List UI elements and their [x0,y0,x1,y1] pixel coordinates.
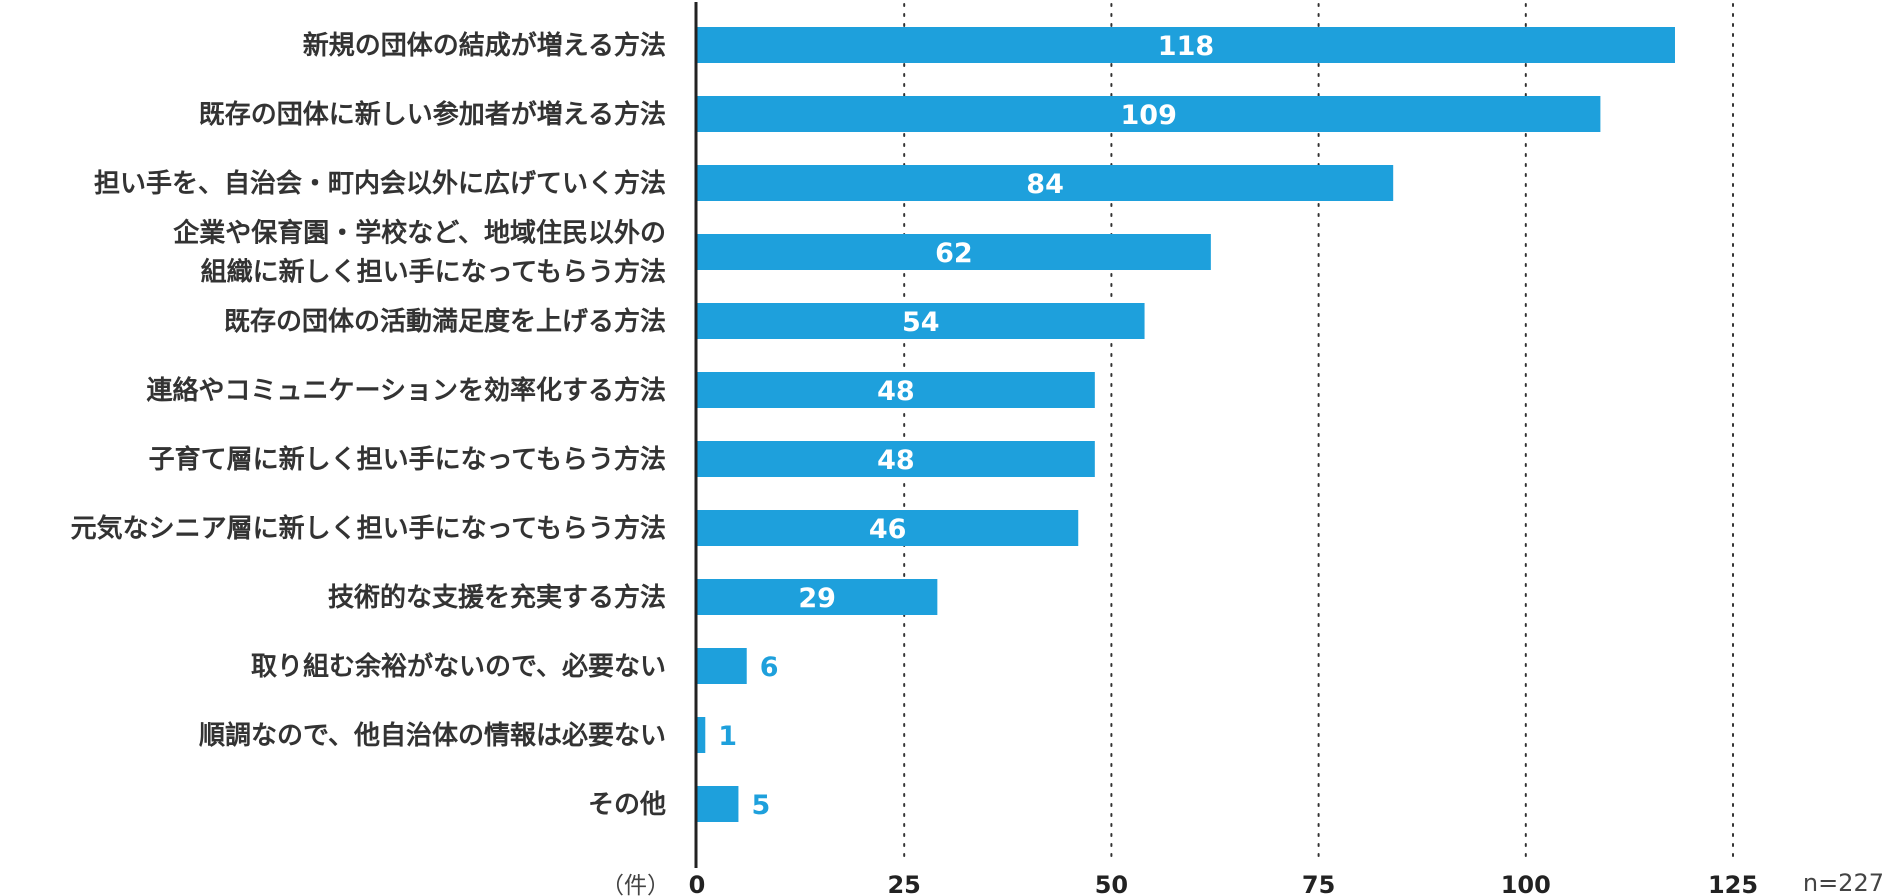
category-label: 子育て層に新しく担い手になってもらう方法 [149,444,666,475]
x-tick-label: 125 [1708,871,1758,896]
bar [697,234,1211,270]
category-label: 既存の団体の活動満足度を上げる方法 [224,306,666,337]
bar [697,579,938,615]
bar [697,648,747,684]
bar [697,27,1675,63]
bar-value-label: 1 [718,721,737,752]
bar-value-label: 5 [751,790,770,821]
category-label: 新規の団体の結成が増える方法 [303,30,666,61]
x-axis-unit-label: （件） [601,873,670,896]
bar [697,510,1079,546]
bar-value-label: 109 [1121,100,1177,131]
bar-value-label: 46 [869,514,907,545]
category-label: 取り組む余裕がないので、必要ない [251,651,666,682]
bar-value-label: 84 [1026,169,1064,200]
category-label: その他 [588,790,666,820]
category-label: 元気なシニア層に新しく担い手になってもらう方法 [71,513,666,544]
bar-value-label: 54 [902,307,940,338]
bar [697,441,1095,477]
bar [697,372,1095,408]
bar [697,96,1601,132]
bar [697,786,739,822]
bar-value-label: 62 [935,238,973,269]
category-label: 企業や保育園・学校など、地域住民以外の [173,218,666,249]
bar-value-label: 29 [798,583,836,614]
bar [697,303,1145,339]
x-tick-label: 75 [1302,871,1335,896]
x-tick-label: 0 [689,871,706,896]
grid-lines [903,3,1734,863]
category-label: 順調なので、他自治体の情報は必要ない [199,720,666,751]
bar [697,165,1394,201]
sample-size-note: n=227 [1803,869,1884,896]
category-label: 既存の団体に新しい参加者が増える方法 [199,99,666,130]
category-labels: 新規の団体の結成が増える方法既存の団体に新しい参加者が増える方法担い手を、自治会… [71,30,666,820]
category-label: 担い手を、自治会・町内会以外に広げていく方法 [94,168,666,199]
x-axis-ticks: 0 25 50 75 100 125 [689,871,1758,896]
category-label: 組織に新しく担い手になってもらう方法 [201,257,666,288]
x-tick-label: 100 [1501,871,1551,896]
bar-value-label: 48 [877,445,915,476]
bar-value-label: 48 [877,376,915,407]
category-label: 連絡やコミュニケーションを効率化する方法 [147,375,666,406]
x-tick-label: 50 [1095,871,1128,896]
bar [697,717,706,753]
bars: 118 109 84 62 54 48 48 46 29 6 1 5 [697,27,1675,822]
category-label: 技術的な支援を充実する方法 [328,582,666,613]
bar-value-label: 6 [760,652,779,683]
bar-value-label: 118 [1158,31,1214,62]
x-tick-label: 25 [887,871,920,896]
